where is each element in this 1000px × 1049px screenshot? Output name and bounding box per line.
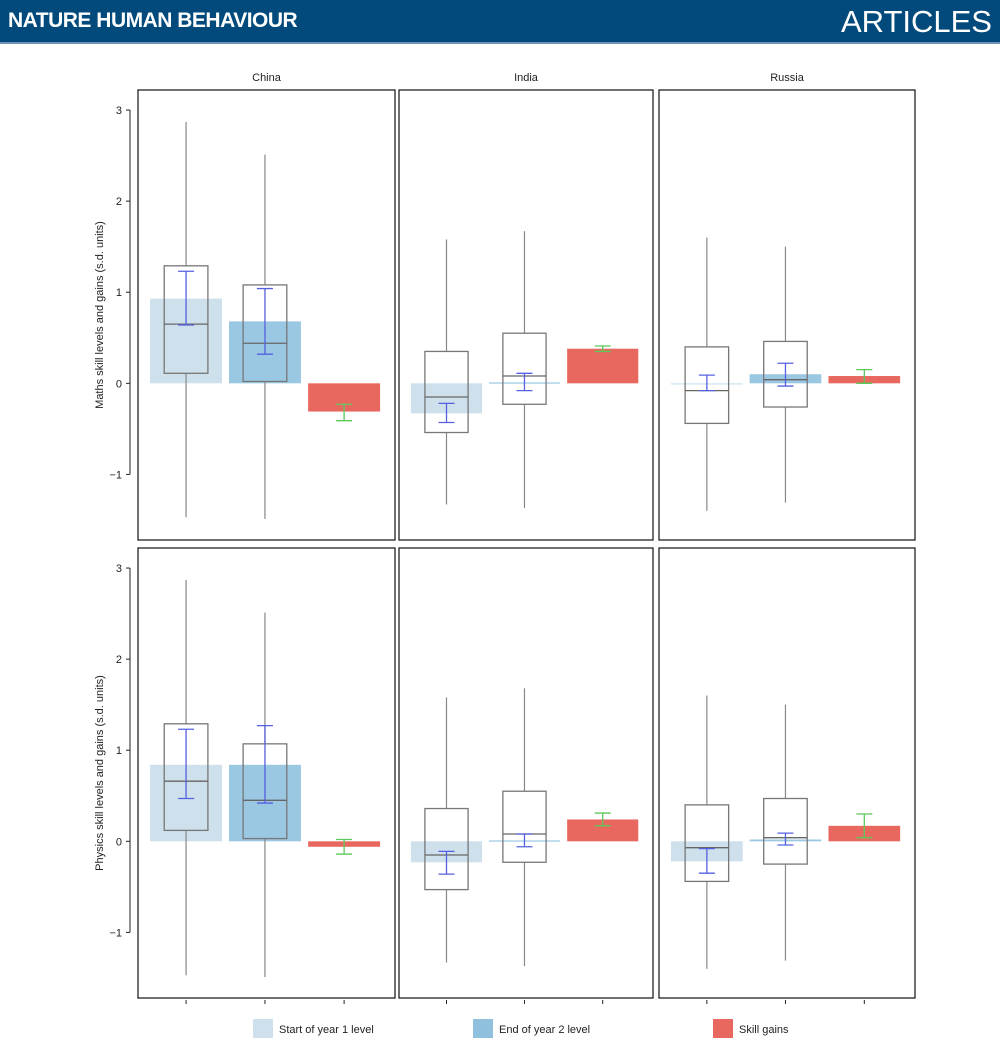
y-tick-label: 3 xyxy=(116,563,122,575)
box-start xyxy=(163,723,209,832)
box-start xyxy=(163,265,209,374)
y-tick-label: −1 xyxy=(109,469,122,481)
box-end xyxy=(763,340,808,408)
box-start xyxy=(684,346,730,425)
y-tick-label: 2 xyxy=(116,196,122,208)
box-start xyxy=(424,350,469,434)
y-axis-1: −1 0 1 2 3 Physics skill levels and gains (s.… xyxy=(94,563,131,939)
panel-russia-physics xyxy=(658,547,916,1004)
y-tick-label: 0 xyxy=(116,378,122,390)
legend-swatch xyxy=(253,1019,273,1038)
box-end xyxy=(242,284,288,383)
legend-item-1: End of year 2 level xyxy=(473,1019,590,1038)
box-start xyxy=(424,807,469,891)
panel-frame xyxy=(137,547,396,999)
panel-frame xyxy=(658,547,916,999)
panel-china-maths xyxy=(137,89,396,541)
legend-item-2: Skill gains xyxy=(713,1019,789,1038)
column-title-russia: Russia xyxy=(770,72,805,84)
bar-gain xyxy=(567,348,639,384)
box-end xyxy=(763,797,808,865)
y-tick-label: −1 xyxy=(109,927,122,939)
legend-item-0: Start of year 1 level xyxy=(253,1019,374,1038)
y-axis-0: −1 0 1 2 3 Maths skill levels and gains (s.d.… xyxy=(94,105,131,481)
journal-header: NATURE HUMAN BEHAVIOUR ARTICLES xyxy=(0,0,1000,44)
legend-label: Skill gains xyxy=(739,1024,789,1036)
box-start xyxy=(684,804,730,883)
y-tick-label: 1 xyxy=(116,287,122,299)
panel-india-maths xyxy=(398,89,654,541)
y-tick-label: 2 xyxy=(116,654,122,666)
legend-swatch xyxy=(473,1019,493,1038)
section-label: ARTICLES xyxy=(840,4,992,39)
y-tick-label: 0 xyxy=(116,836,122,848)
panel-frame xyxy=(137,89,396,541)
y-axis-label: Physics skill levels and gains (s.d. uni… xyxy=(94,675,106,871)
column-title-china: China xyxy=(252,72,282,84)
legend-label: End of year 2 level xyxy=(499,1024,590,1036)
box-end xyxy=(502,332,547,405)
panel-russia-maths xyxy=(658,89,916,541)
panel-china-physics xyxy=(137,547,396,1004)
panel-frame xyxy=(398,89,654,541)
journal-name: NATURE HUMAN BEHAVIOUR xyxy=(8,9,298,32)
y-tick-label: 3 xyxy=(116,105,122,117)
column-title-india: India xyxy=(514,72,539,84)
panel-frame xyxy=(398,547,654,999)
box-end xyxy=(502,790,547,863)
bar-gain xyxy=(567,819,639,842)
panel-frame xyxy=(658,89,916,541)
panel-india-physics xyxy=(398,547,654,1004)
legend-swatch xyxy=(713,1019,733,1038)
legend-label: Start of year 1 level xyxy=(279,1024,374,1036)
y-tick-label: 1 xyxy=(116,745,122,757)
y-axis-label: Maths skill levels and gains (s.d. units… xyxy=(94,221,106,409)
